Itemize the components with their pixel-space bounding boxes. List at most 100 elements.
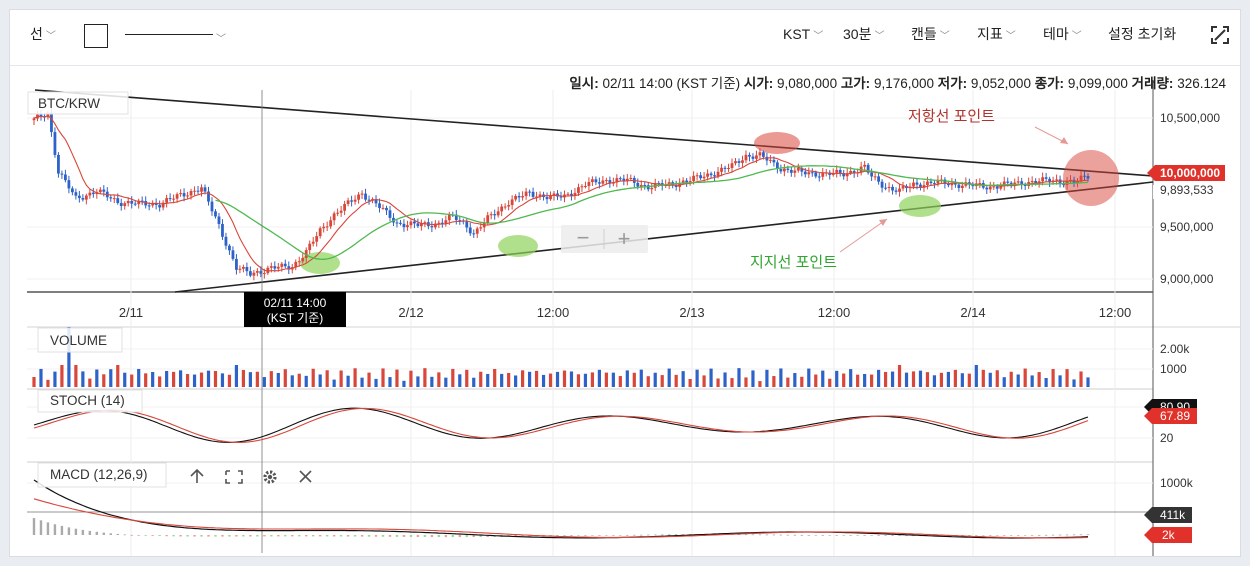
volume-bar bbox=[911, 371, 916, 387]
chart-toolbar: 선 ﹀ ﹀ KST ﹀ 30분 ﹀ 캔들 ﹀ 지표 ﹀ 테마 ﹀ 설정 초기화 bbox=[10, 10, 1240, 66]
candle-body bbox=[769, 159, 772, 161]
candle-body bbox=[77, 195, 81, 199]
timezone-dropdown[interactable]: KST ﹀ bbox=[783, 24, 823, 44]
fullscreen-icon[interactable] bbox=[1210, 25, 1230, 45]
support-touch-ellipse[interactable] bbox=[300, 252, 340, 274]
theme-label: 테마 bbox=[1043, 26, 1069, 42]
support-touch-ellipse[interactable] bbox=[899, 195, 941, 217]
macd-histogram-bar bbox=[821, 535, 824, 536]
support-trendline[interactable] bbox=[174, 181, 1154, 293]
maximize-icon[interactable] bbox=[225, 470, 243, 484]
settings-gear-icon[interactable] bbox=[263, 470, 277, 484]
interval-dropdown[interactable]: 30분 ﹀ bbox=[843, 24, 884, 44]
macd-histogram-bar bbox=[744, 534, 748, 536]
volume-bar bbox=[486, 373, 490, 387]
symbol-label-box bbox=[27, 91, 129, 115]
indicators-dropdown[interactable]: 지표 ﹀ bbox=[977, 24, 1016, 44]
candle-body bbox=[112, 198, 116, 200]
macd-histogram-bar bbox=[214, 535, 217, 537]
zoom-in-button[interactable]: + bbox=[618, 226, 631, 251]
candle-body bbox=[604, 180, 608, 182]
macd-histogram-bar bbox=[270, 535, 273, 537]
volume-bar bbox=[730, 378, 734, 387]
support-touch-ellipse[interactable] bbox=[498, 235, 538, 257]
candle-body bbox=[597, 182, 601, 184]
candle-body bbox=[838, 169, 842, 173]
candle-body bbox=[570, 193, 573, 196]
macd-histogram-bar bbox=[102, 532, 106, 535]
theme-dropdown[interactable]: 테마 ﹀ bbox=[1043, 24, 1082, 44]
volume-bar bbox=[465, 369, 469, 387]
candle-body bbox=[158, 205, 162, 208]
candle-body bbox=[228, 245, 231, 251]
candle-body bbox=[308, 243, 312, 251]
macd-histogram-bar bbox=[305, 535, 308, 537]
reset-settings-button[interactable]: 설정 초기화 bbox=[1108, 24, 1176, 44]
chevron-down-icon: ﹀ bbox=[939, 30, 950, 42]
candle-body bbox=[214, 211, 217, 217]
macd-histogram-bar bbox=[633, 534, 636, 536]
convergence-point-circle[interactable] bbox=[1063, 150, 1119, 206]
candle-body bbox=[193, 190, 196, 192]
interval-label: 30분 bbox=[843, 26, 872, 42]
macd-histogram-bar bbox=[130, 534, 133, 536]
macd-histogram-bar bbox=[905, 535, 908, 537]
candle-body bbox=[835, 169, 839, 173]
chart-type-dropdown[interactable]: 캔들 ﹀ bbox=[911, 24, 950, 44]
candle-body bbox=[311, 241, 315, 244]
zoom-out-button[interactable]: − bbox=[577, 225, 590, 250]
candle-body bbox=[168, 198, 172, 200]
resistance-trendline[interactable] bbox=[34, 89, 1154, 177]
candle-body bbox=[91, 192, 95, 195]
candle-body bbox=[713, 175, 716, 177]
macd-histogram-bar bbox=[681, 534, 685, 536]
chevron-down-icon[interactable]: ﹀ bbox=[216, 34, 226, 45]
candle-body bbox=[304, 250, 308, 258]
macd-histogram-bar bbox=[144, 535, 147, 536]
macd-histogram-bar bbox=[1023, 535, 1027, 536]
candle-body bbox=[1016, 181, 1020, 183]
macd-histogram-bar bbox=[514, 535, 517, 537]
volume-bar bbox=[95, 369, 99, 387]
volume-bar bbox=[311, 368, 315, 387]
time-label: 일시: bbox=[569, 76, 599, 91]
candle-body bbox=[929, 181, 933, 184]
volume-bar bbox=[248, 372, 252, 387]
candle-body bbox=[224, 236, 228, 246]
volume-bar bbox=[646, 376, 650, 387]
candle-body bbox=[503, 206, 507, 208]
move-up-icon[interactable] bbox=[190, 468, 204, 483]
macd-signal-line bbox=[33, 498, 1089, 539]
candle-body bbox=[810, 172, 814, 174]
volume-bar bbox=[53, 371, 57, 387]
macd-histogram-bar bbox=[193, 535, 196, 537]
candle-body bbox=[1023, 184, 1027, 186]
volume-bar bbox=[1044, 378, 1048, 387]
candle-body bbox=[280, 263, 284, 267]
close-icon[interactable] bbox=[299, 470, 312, 483]
chevron-down-icon: ﹀ bbox=[813, 30, 824, 42]
candle-body bbox=[207, 191, 210, 202]
drawing-mode-dropdown[interactable]: 선 ﹀ bbox=[30, 24, 56, 44]
drawing-mode-label: 선 bbox=[30, 26, 43, 42]
macd-label-box bbox=[37, 462, 167, 488]
resistance-touch-ellipse[interactable] bbox=[754, 132, 800, 154]
candle-body bbox=[210, 201, 214, 212]
macd-histogram-bar bbox=[884, 535, 887, 536]
macd-histogram-bar bbox=[95, 531, 99, 535]
chart-canvas[interactable]: 저항선 포인트 지지선 포인트 − + BTC/KRW VOLUME STOCH… bbox=[10, 10, 1241, 557]
candle-body bbox=[933, 183, 936, 185]
volume-bar bbox=[639, 369, 643, 387]
candle-body bbox=[126, 201, 130, 204]
macd-histogram-bar bbox=[381, 535, 385, 537]
line-style-selector[interactable] bbox=[125, 34, 213, 35]
candle-body bbox=[1006, 181, 1010, 183]
line-color-swatch[interactable] bbox=[84, 24, 108, 48]
macd-histogram-bar bbox=[60, 525, 64, 535]
close-value: 9,099,000 bbox=[1067, 76, 1128, 91]
candle-body bbox=[364, 193, 367, 200]
volume-bar bbox=[625, 370, 629, 387]
volume-bar bbox=[109, 369, 113, 387]
ohlc-info-bar: 일시: 02/11 14:00 (KST 기준) 시가: 9,080,000 고… bbox=[569, 72, 1226, 92]
volume-bar bbox=[430, 376, 434, 387]
